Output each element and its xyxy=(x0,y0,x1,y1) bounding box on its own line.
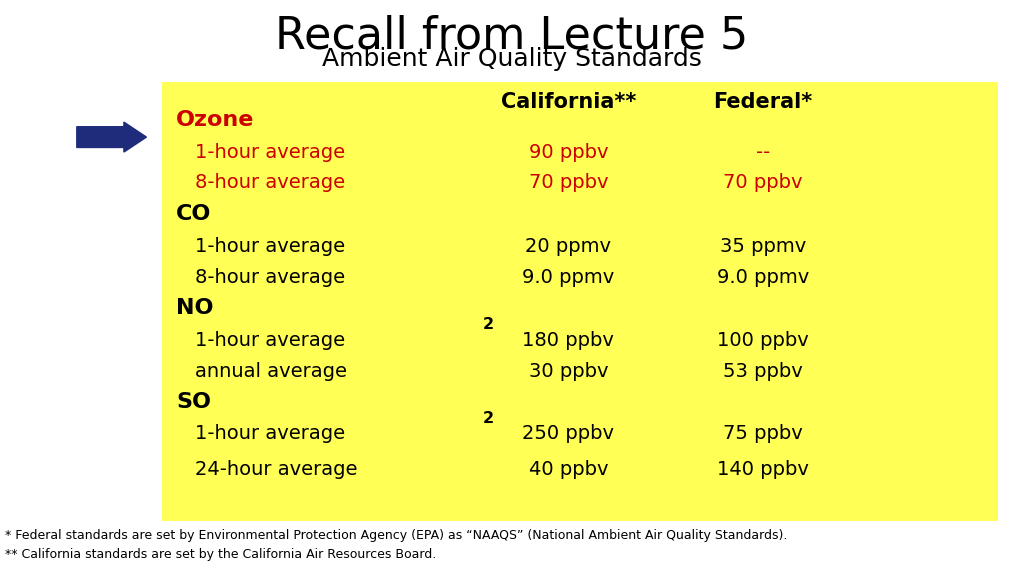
Text: 180 ppbv: 180 ppbv xyxy=(522,331,614,350)
Text: Ambient Air Quality Standards: Ambient Air Quality Standards xyxy=(323,47,701,71)
Text: 20 ppmv: 20 ppmv xyxy=(525,237,611,256)
Text: 2: 2 xyxy=(483,317,494,332)
Text: 70 ppbv: 70 ppbv xyxy=(723,173,803,192)
Text: Ozone: Ozone xyxy=(176,109,255,130)
Text: 35 ppmv: 35 ppmv xyxy=(720,237,806,256)
Text: 9.0 ppmv: 9.0 ppmv xyxy=(717,268,809,287)
Text: 250 ppbv: 250 ppbv xyxy=(522,424,614,443)
Text: 1-hour average: 1-hour average xyxy=(195,237,345,256)
Text: 1-hour average: 1-hour average xyxy=(195,143,345,162)
FancyArrow shape xyxy=(77,122,146,152)
Text: 8-hour average: 8-hour average xyxy=(195,173,345,192)
Text: 75 ppbv: 75 ppbv xyxy=(723,424,803,443)
Text: 30 ppbv: 30 ppbv xyxy=(528,362,608,381)
Text: 1-hour average: 1-hour average xyxy=(195,331,345,350)
Text: annual average: annual average xyxy=(195,362,346,381)
Text: Recall from Lecture 5: Recall from Lecture 5 xyxy=(275,14,749,58)
Text: 70 ppbv: 70 ppbv xyxy=(528,173,608,192)
Text: 40 ppbv: 40 ppbv xyxy=(528,460,608,479)
Text: Federal*: Federal* xyxy=(714,92,812,112)
Text: 8-hour average: 8-hour average xyxy=(195,268,345,287)
Text: * Federal standards are set by Environmental Protection Agency (EPA) as “NAAQS” : * Federal standards are set by Environme… xyxy=(5,529,787,542)
Text: --: -- xyxy=(756,143,770,162)
Text: NO: NO xyxy=(176,298,214,319)
Text: SO: SO xyxy=(176,392,211,412)
Text: 9.0 ppmv: 9.0 ppmv xyxy=(522,268,614,287)
Text: California**: California** xyxy=(501,92,636,112)
Text: ** California standards are set by the California Air Resources Board.: ** California standards are set by the C… xyxy=(5,548,436,562)
Text: 100 ppbv: 100 ppbv xyxy=(717,331,809,350)
Text: 2: 2 xyxy=(483,411,494,426)
Text: 24-hour average: 24-hour average xyxy=(195,460,357,479)
Text: CO: CO xyxy=(176,204,212,224)
Text: 90 ppbv: 90 ppbv xyxy=(528,143,608,162)
Text: 1-hour average: 1-hour average xyxy=(195,424,345,443)
Bar xyxy=(162,82,998,521)
Text: 53 ppbv: 53 ppbv xyxy=(723,362,803,381)
Text: 140 ppbv: 140 ppbv xyxy=(717,460,809,479)
